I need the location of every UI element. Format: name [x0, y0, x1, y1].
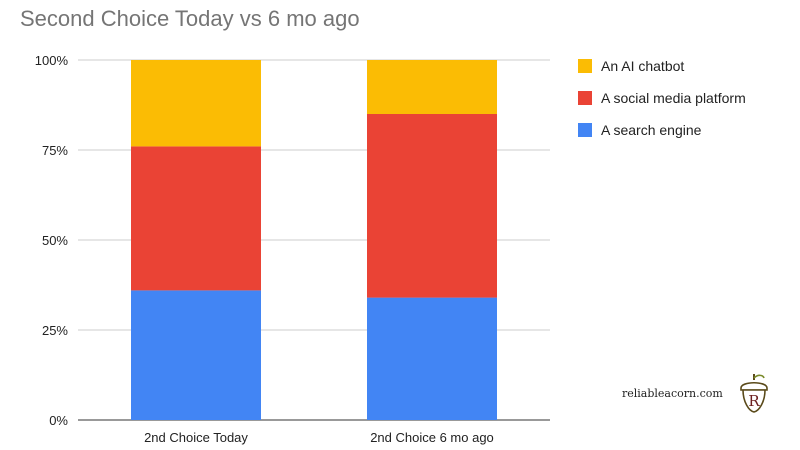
bar-segment[interactable] [367, 114, 497, 298]
bar-segment[interactable] [367, 297, 497, 420]
legend-swatch [578, 123, 592, 137]
legend-label: An AI chatbot [601, 58, 685, 74]
chart-title: Second Choice Today vs 6 mo ago [20, 6, 360, 31]
x-tick-label: 2nd Choice Today [144, 430, 248, 445]
y-tick-label: 50% [42, 233, 68, 248]
legend-label: A search engine [601, 122, 702, 138]
legend-item-search-engine[interactable]: A search engine [578, 114, 746, 146]
y-tick-label: 75% [42, 143, 68, 158]
x-axis-ticks: 2nd Choice Today 2nd Choice 6 mo ago [144, 430, 494, 445]
legend-label: A social media platform [601, 90, 746, 106]
legend-item-ai-chatbot[interactable]: An AI chatbot [578, 50, 746, 82]
watermark-text: reliableacorn.com [622, 386, 723, 400]
legend: An AI chatbot A social media platform A … [578, 50, 746, 146]
legend-item-social-media[interactable]: A social media platform [578, 82, 746, 114]
legend-swatch [578, 91, 592, 105]
legend-swatch [578, 59, 592, 73]
svg-text:R: R [748, 392, 760, 410]
bar-segment[interactable] [367, 60, 497, 114]
bar-segment[interactable] [131, 290, 261, 420]
watermark: reliableacorn.com R [622, 372, 771, 414]
y-axis-ticks: 0% 25% 50% 75% 100% [35, 53, 69, 428]
y-tick-label: 100% [35, 53, 69, 68]
bar-segment[interactable] [131, 146, 261, 291]
bar-segment[interactable] [131, 60, 261, 147]
x-tick-label: 2nd Choice 6 mo ago [370, 430, 494, 445]
y-tick-label: 25% [42, 323, 68, 338]
bars [131, 60, 497, 420]
acorn-logo-icon: R [737, 372, 771, 414]
y-tick-label: 0% [49, 413, 68, 428]
